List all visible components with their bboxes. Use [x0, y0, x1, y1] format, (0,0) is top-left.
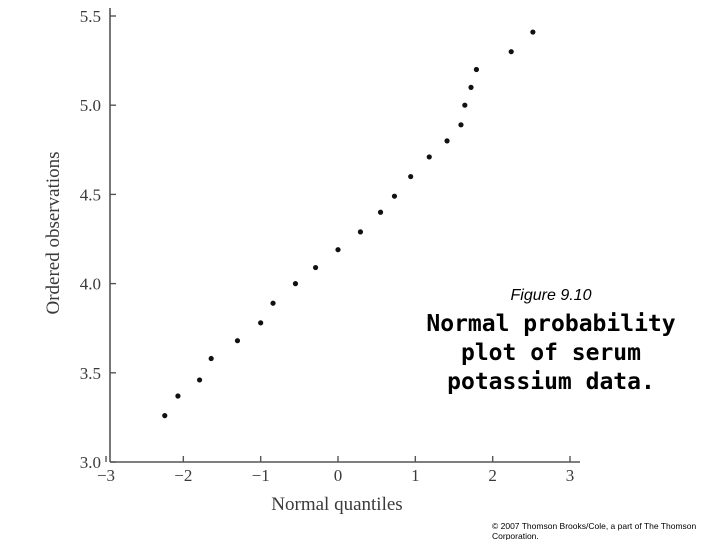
- data-point: [391, 193, 398, 199]
- data-point: [426, 154, 432, 160]
- data-point: [234, 338, 241, 344]
- data-point: [175, 393, 181, 399]
- x-tick-label: 0: [334, 466, 343, 485]
- data-point: [473, 66, 480, 73]
- data-point: [162, 413, 168, 419]
- data-point: [357, 229, 364, 235]
- data-point: [208, 355, 214, 362]
- x-tick-label: −3: [97, 466, 115, 485]
- copyright-line: Corporation.: [492, 531, 539, 540]
- x-tick-label: 1: [411, 466, 420, 485]
- data-point: [377, 209, 384, 215]
- y-tick-label: 3.5: [80, 364, 101, 383]
- data-point: [335, 247, 341, 253]
- data-point: [468, 84, 474, 90]
- x-tick-label: 3: [566, 466, 575, 485]
- x-tick-label: −2: [174, 466, 192, 485]
- figure-label: Figure 9.10: [510, 287, 592, 304]
- figure-caption-line: Normal probability: [426, 311, 676, 337]
- y-tick-label: 3.0: [80, 453, 101, 472]
- data-point: [292, 281, 299, 287]
- copyright-line: © 2007 Thomson Brooks/Cole, a part of Th…: [492, 521, 697, 531]
- data-point: [444, 138, 450, 144]
- data-point: [270, 300, 276, 306]
- data-point: [530, 29, 536, 35]
- y-tick-label: 5.5: [80, 7, 101, 26]
- data-point: [508, 49, 514, 55]
- x-axis-title: Normal quantiles: [271, 494, 402, 515]
- data-point: [462, 102, 468, 108]
- data-point: [408, 173, 414, 180]
- data-point: [458, 122, 464, 128]
- copyright-notice: © 2007 Thomson Brooks/Cole, a part of Th…: [492, 521, 720, 540]
- y-axis-title: Ordered observations: [43, 151, 64, 314]
- data-point: [312, 264, 319, 271]
- y-ticks: 3.0 3.5 4.0 4.5 5.0 5.5: [80, 7, 116, 472]
- y-tick-label: 4.5: [80, 185, 101, 204]
- x-tick-label: −1: [252, 466, 270, 485]
- data-point: [258, 320, 264, 326]
- figure-caption: Normal probability plot of serum potassi…: [420, 310, 682, 397]
- x-ticks: −3 −2 −1 0 1 2 3: [97, 456, 574, 485]
- x-tick-label: 2: [488, 466, 497, 485]
- data-point: [196, 377, 203, 383]
- y-tick-label: 5.0: [80, 96, 101, 115]
- figure-caption-line: plot of serum: [460, 340, 641, 366]
- y-tick-label: 4.0: [80, 275, 101, 294]
- data-points: [162, 29, 536, 419]
- figure-caption-line: potassium data.: [447, 369, 655, 395]
